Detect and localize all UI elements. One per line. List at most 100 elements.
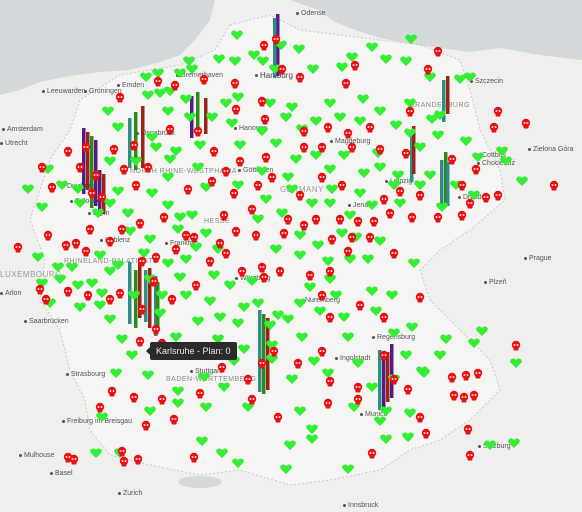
heart-marker-icon[interactable] <box>306 424 318 434</box>
heart-marker-icon[interactable] <box>344 254 356 264</box>
heart-marker-icon[interactable] <box>324 98 336 108</box>
skull-marker-icon[interactable] <box>43 230 53 241</box>
heart-marker-icon[interactable] <box>266 354 278 364</box>
skull-marker-icon[interactable] <box>269 346 279 357</box>
heart-marker-icon[interactable] <box>414 142 426 152</box>
bar-marker-red[interactable] <box>138 258 142 318</box>
skull-marker-icon[interactable] <box>133 454 143 465</box>
heart-marker-icon[interactable] <box>370 306 382 316</box>
skull-marker-icon[interactable] <box>87 188 97 199</box>
skull-marker-icon[interactable] <box>105 294 115 305</box>
skull-marker-icon[interactable] <box>37 162 47 173</box>
heart-marker-icon[interactable] <box>208 270 220 280</box>
heart-marker-icon[interactable] <box>96 288 108 298</box>
heart-marker-icon[interactable] <box>124 226 136 236</box>
bar-marker-teal[interactable] <box>378 350 382 410</box>
heart-marker-icon[interactable] <box>200 182 212 192</box>
skull-marker-icon[interactable] <box>549 180 559 191</box>
skull-marker-icon[interactable] <box>335 214 345 225</box>
heart-marker-icon[interactable] <box>310 150 322 160</box>
heart-marker-icon[interactable] <box>404 128 416 138</box>
heart-marker-icon[interactable] <box>272 310 284 320</box>
heart-marker-icon[interactable] <box>294 230 306 240</box>
heart-marker-icon[interactable] <box>104 314 116 324</box>
heart-marker-icon[interactable] <box>310 116 322 126</box>
skull-marker-icon[interactable] <box>401 148 411 159</box>
skull-marker-icon[interactable] <box>137 304 147 315</box>
skull-marker-icon[interactable] <box>277 64 287 75</box>
bar-marker-teal[interactable] <box>258 310 262 392</box>
skull-marker-icon[interactable] <box>171 244 181 255</box>
skull-marker-icon[interactable] <box>433 46 443 57</box>
heart-marker-icon[interactable] <box>214 312 226 322</box>
skull-marker-icon[interactable] <box>243 374 253 385</box>
skull-marker-icon[interactable] <box>207 176 217 187</box>
heart-marker-icon[interactable] <box>312 240 324 250</box>
heart-marker-icon[interactable] <box>468 338 480 348</box>
heart-marker-icon[interactable] <box>138 248 150 258</box>
skull-marker-icon[interactable] <box>95 402 105 413</box>
heart-marker-icon[interactable] <box>52 262 64 272</box>
heart-marker-icon[interactable] <box>172 398 184 408</box>
heart-marker-icon[interactable] <box>418 368 430 378</box>
heart-marker-icon[interactable] <box>324 164 336 174</box>
heart-marker-icon[interactable] <box>390 120 402 130</box>
skull-marker-icon[interactable] <box>41 294 51 305</box>
heart-marker-icon[interactable] <box>252 298 264 308</box>
skull-marker-icon[interactable] <box>193 126 203 137</box>
bar-marker-teal[interactable] <box>440 160 444 208</box>
skull-marker-icon[interactable] <box>295 190 305 201</box>
skull-marker-icon[interactable] <box>493 190 503 201</box>
heart-marker-icon[interactable] <box>307 64 319 74</box>
heart-marker-icon[interactable] <box>204 296 216 306</box>
skull-marker-icon[interactable] <box>47 182 57 193</box>
heart-marker-icon[interactable] <box>252 214 264 224</box>
heart-marker-icon[interactable] <box>358 168 370 178</box>
heart-marker-icon[interactable] <box>232 458 244 468</box>
heart-marker-icon[interactable] <box>218 382 230 392</box>
skull-marker-icon[interactable] <box>183 184 193 195</box>
heart-marker-icon[interactable] <box>404 408 416 418</box>
heart-marker-icon[interactable] <box>308 356 320 366</box>
skull-marker-icon[interactable] <box>317 290 327 301</box>
heart-marker-icon[interactable] <box>72 280 84 290</box>
heart-marker-icon[interactable] <box>304 282 316 292</box>
bar-marker-teal[interactable] <box>442 80 446 122</box>
heart-marker-icon[interactable] <box>324 274 336 284</box>
heart-marker-icon[interactable] <box>94 250 106 260</box>
heart-marker-icon[interactable] <box>266 340 278 350</box>
skull-marker-icon[interactable] <box>465 450 475 461</box>
skull-marker-icon[interactable] <box>83 290 93 301</box>
heart-marker-icon[interactable] <box>102 106 114 116</box>
heart-marker-icon[interactable] <box>246 276 258 286</box>
heart-marker-icon[interactable] <box>196 436 208 446</box>
heart-marker-icon[interactable] <box>280 112 292 122</box>
skull-marker-icon[interactable] <box>311 214 321 225</box>
bar-marker-green[interactable] <box>134 112 138 170</box>
heart-marker-icon[interactable] <box>144 234 156 244</box>
skull-marker-icon[interactable] <box>165 124 175 135</box>
heart-marker-icon[interactable] <box>392 170 404 180</box>
heart-marker-icon[interactable] <box>290 154 302 164</box>
heart-marker-icon[interactable] <box>234 140 246 150</box>
skull-marker-icon[interactable] <box>85 224 95 235</box>
heart-marker-icon[interactable] <box>72 184 84 194</box>
heart-marker-icon[interactable] <box>402 432 414 442</box>
heart-marker-icon[interactable] <box>362 254 374 264</box>
bar-marker-purple[interactable] <box>382 356 386 412</box>
skull-marker-icon[interactable] <box>260 114 270 125</box>
heart-marker-icon[interactable] <box>229 56 241 66</box>
heart-marker-icon[interactable] <box>22 184 34 194</box>
skull-marker-icon[interactable] <box>347 142 357 153</box>
heart-marker-icon[interactable] <box>212 334 224 344</box>
skull-marker-icon[interactable] <box>489 122 499 133</box>
heart-marker-icon[interactable] <box>257 56 269 66</box>
heart-marker-icon[interactable] <box>162 106 174 116</box>
skull-marker-icon[interactable] <box>257 358 267 369</box>
heart-marker-icon[interactable] <box>200 402 212 412</box>
heart-marker-icon[interactable] <box>112 122 124 132</box>
skull-marker-icon[interactable] <box>471 164 481 175</box>
skull-marker-icon[interactable] <box>423 64 433 75</box>
heart-marker-icon[interactable] <box>144 406 156 416</box>
heart-marker-icon[interactable] <box>270 244 282 254</box>
